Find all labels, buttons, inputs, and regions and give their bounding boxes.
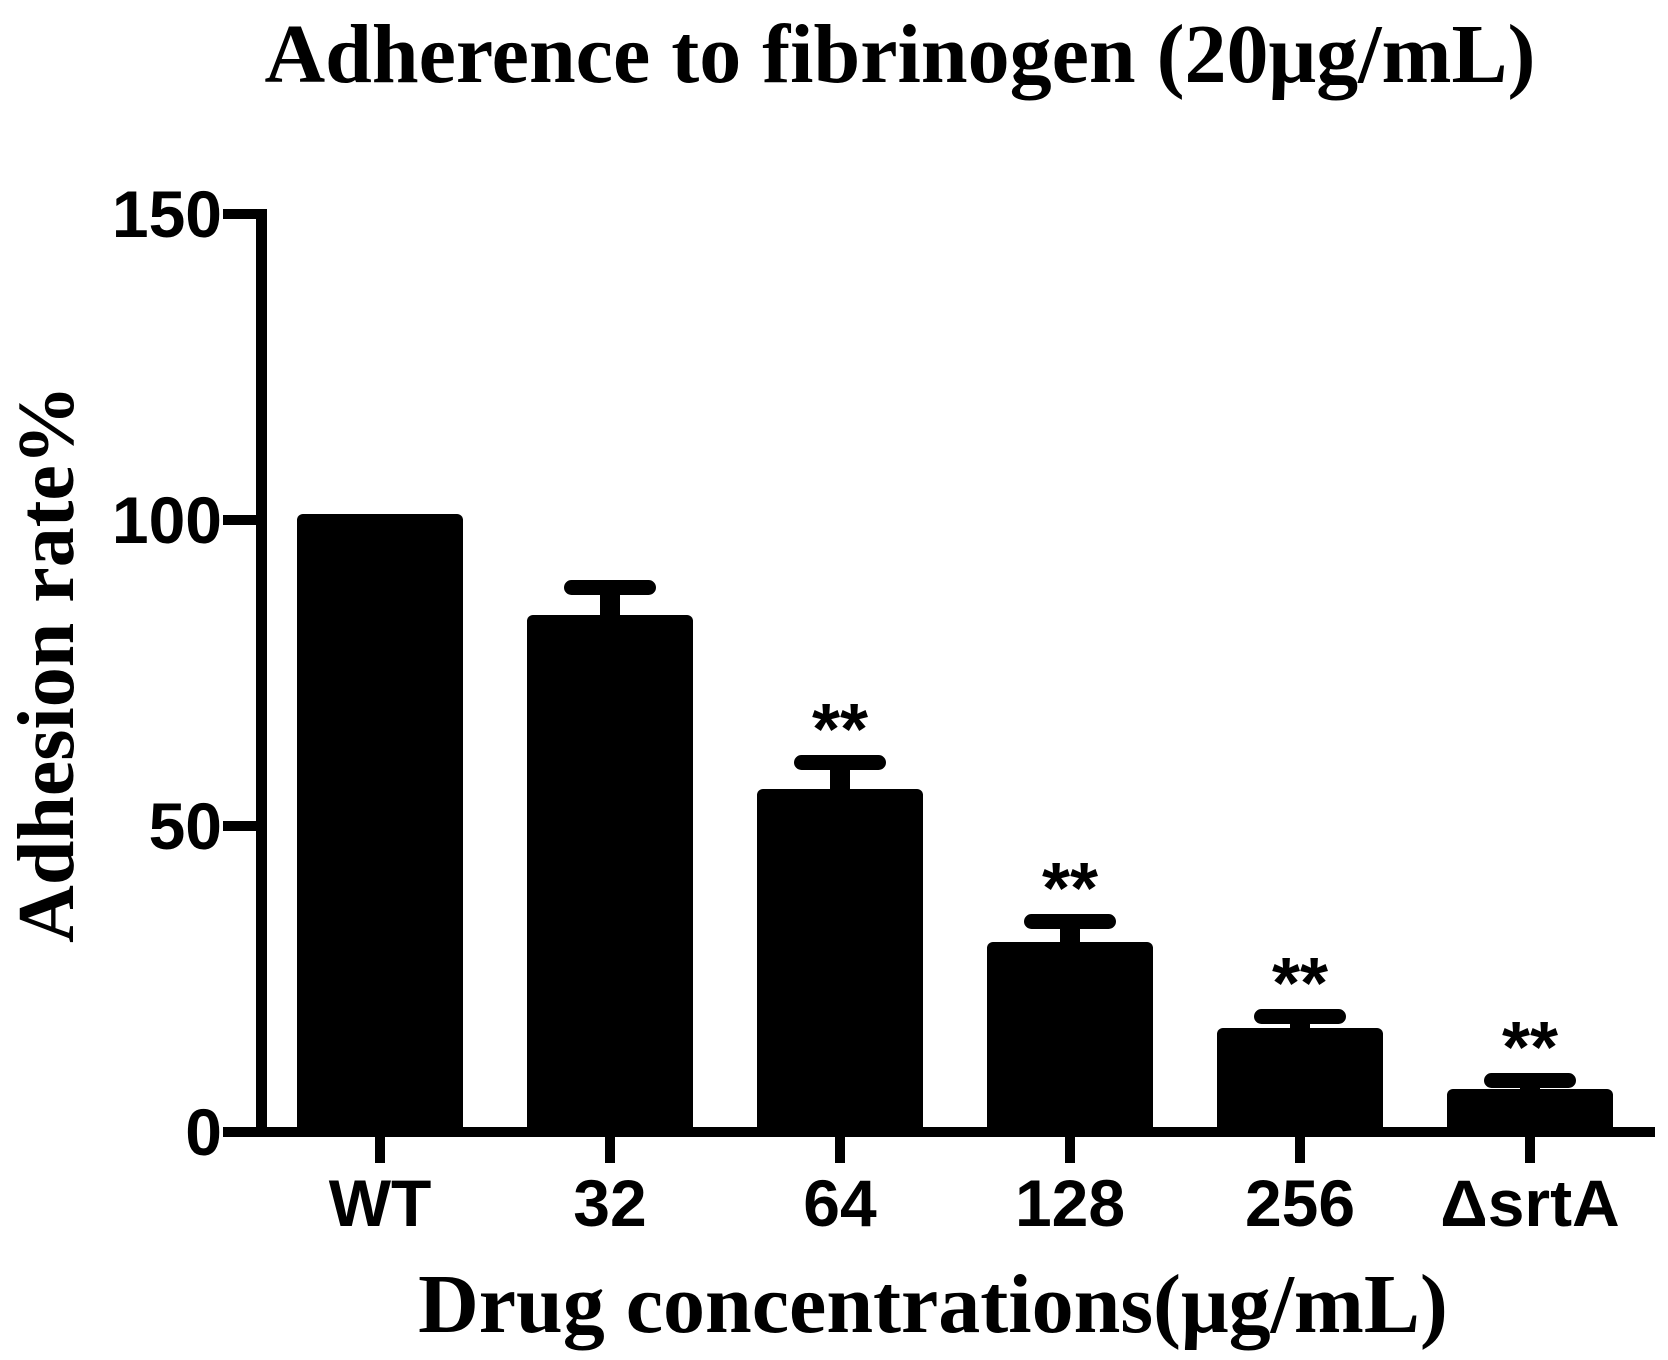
y-tick-label: 50 [148,789,222,863]
x-tick [835,1137,845,1163]
y-tick-label: 0 [185,1095,222,1169]
x-tick-label: 64 [803,1166,877,1240]
significance-marker: ** [1501,1007,1559,1088]
y-tick-label: 100 [111,483,222,557]
y-tick [223,1127,256,1137]
error-bar-cap [1254,1008,1346,1024]
x-tick [1295,1137,1305,1163]
bar-ΔsrtA [1447,1089,1613,1137]
y-tick [223,821,256,831]
error-bar-cap [1024,913,1116,929]
error-bar-cap [1484,1072,1576,1088]
significance-marker: ** [1271,943,1329,1024]
y-tick [223,209,256,219]
x-tick-label: 32 [573,1166,647,1240]
chart-title: Adherence to fibrinogen (20μg/mL) [264,8,1536,101]
error-bar-cap [564,580,656,596]
x-tick-label: ΔsrtA [1440,1166,1620,1240]
bar-256 [1217,1027,1383,1137]
y-axis-spine [256,209,267,1137]
x-tick [605,1137,615,1163]
x-axis-line [256,1127,1655,1137]
bar-64 [757,789,923,1137]
x-axis-label: Drug concentrations(μg/mL) [418,1258,1448,1351]
x-tick-label: 128 [1014,1166,1126,1240]
error-bar-cap [794,754,886,770]
bar-128 [987,942,1153,1137]
y-tick-label: 150 [111,177,222,251]
significance-marker: ** [811,689,869,770]
x-tick [1065,1137,1075,1163]
bar-32 [527,614,693,1137]
x-tick-label: 256 [1244,1166,1356,1240]
bar-WT [297,513,463,1137]
significance-marker: ** [1041,848,1099,929]
x-tick [1525,1137,1535,1163]
y-tick [223,515,256,525]
x-tick [375,1137,385,1163]
x-tick-label: WT [328,1166,432,1240]
